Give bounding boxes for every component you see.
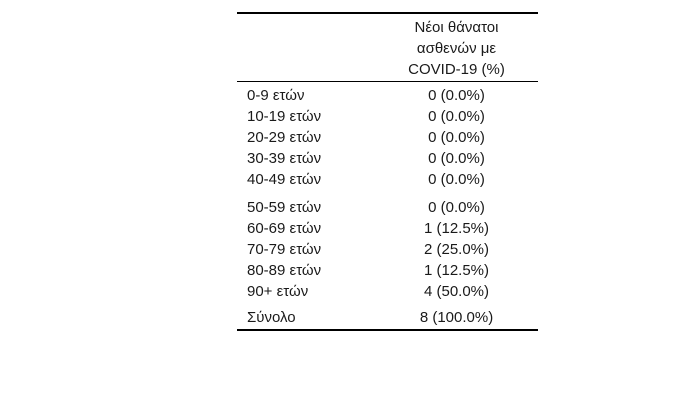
deaths-column-header-line-3: COVID-19 (%) bbox=[408, 61, 505, 78]
deaths-value: 0 (0.0%) bbox=[428, 129, 485, 146]
total-label: Σύνολο bbox=[247, 309, 296, 326]
age-group-label: 60-69 ετών bbox=[247, 220, 322, 237]
age-group-label: 0-9 ετών bbox=[247, 87, 305, 104]
deaths-value: 0 (0.0%) bbox=[428, 108, 485, 125]
age-group-label: 50-59 ετών bbox=[247, 199, 322, 216]
table-row: 70-79 ετών 2 (25.0%) bbox=[237, 239, 538, 260]
total-row: Σύνολο 8 (100.0%) bbox=[237, 307, 538, 328]
deaths-value: 0 (0.0%) bbox=[428, 199, 485, 216]
deaths-value: 2 (25.0%) bbox=[423, 241, 490, 258]
covid-deaths-by-age-table: Νέοι θάνατοι ασθενών με COVID-19 (%) 0-9… bbox=[237, 12, 538, 331]
deaths-column-header: Νέοι θάνατοι ασθενών με COVID-19 (%) bbox=[387, 17, 538, 80]
age-group-label: 90+ ετών bbox=[247, 283, 309, 300]
table-header-row: Νέοι θάνατοι ασθενών με COVID-19 (%) bbox=[237, 14, 538, 82]
deaths-value: 0 (0.0%) bbox=[428, 171, 485, 188]
table-row: 90+ ετών 4 (50.0%) bbox=[237, 281, 538, 302]
deaths-column-header-line-1: Νέοι θάνατοι bbox=[414, 19, 499, 36]
table-row: 40-49 ετών 0 (0.0%) bbox=[237, 169, 538, 190]
deaths-value: 4 (50.0%) bbox=[423, 283, 490, 300]
table-row: 20-29 ετών 0 (0.0%) bbox=[237, 127, 538, 148]
table-row: 50-59 ετών 0 (0.0%) bbox=[237, 197, 538, 218]
age-group-label: 80-89 ετών bbox=[247, 262, 322, 279]
deaths-column-header-line-2: ασθενών με bbox=[416, 40, 497, 57]
deaths-value: 0 (0.0%) bbox=[428, 87, 485, 104]
age-group-label: 30-39 ετών bbox=[247, 150, 322, 167]
table-row: 30-39 ετών 0 (0.0%) bbox=[237, 148, 538, 169]
age-group-label: 20-29 ετών bbox=[247, 129, 322, 146]
deaths-value: 1 (12.5%) bbox=[423, 262, 490, 279]
total-value: 8 (100.0%) bbox=[419, 309, 494, 326]
deaths-value: 1 (12.5%) bbox=[423, 220, 490, 237]
age-group-label: 70-79 ετών bbox=[247, 241, 322, 258]
table-body: 0-9 ετών 0 (0.0%) 10-19 ετών 0 (0.0%) 20… bbox=[237, 82, 538, 329]
row-group-separator bbox=[237, 190, 538, 197]
age-group-label: 10-19 ετών bbox=[247, 108, 322, 125]
table-row: 10-19 ετών 0 (0.0%) bbox=[237, 106, 538, 127]
table-row: 0-9 ετών 0 (0.0%) bbox=[237, 85, 538, 106]
age-group-label: 40-49 ετών bbox=[247, 171, 322, 188]
table-row: 80-89 ετών 1 (12.5%) bbox=[237, 260, 538, 281]
deaths-value: 0 (0.0%) bbox=[428, 150, 485, 167]
age-group-column-header bbox=[237, 17, 387, 80]
table-row: 60-69 ετών 1 (12.5%) bbox=[237, 218, 538, 239]
